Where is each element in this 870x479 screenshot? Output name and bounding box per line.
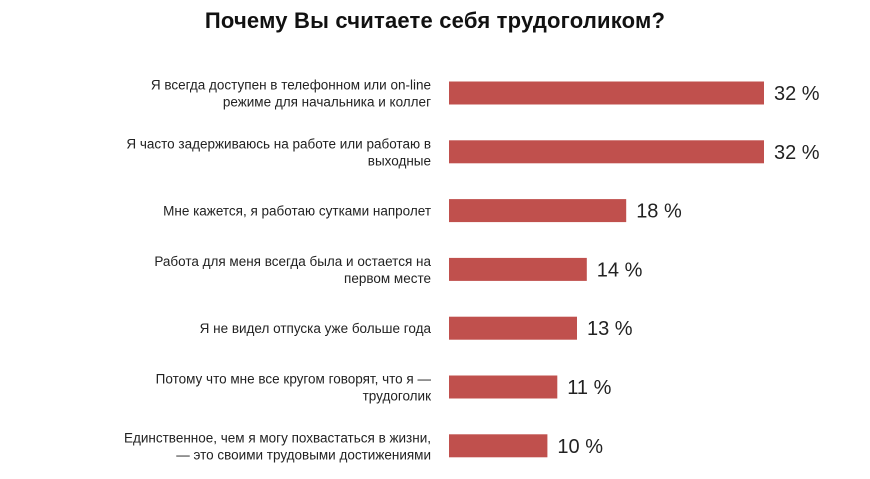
category-label-line: Я всегда доступен в телефонном или on-li…	[151, 78, 431, 93]
category-label-3: Мне кажется, я работаю сутками напролет	[163, 204, 431, 219]
category-label-line: режиме для начальника и коллег	[223, 95, 431, 110]
category-label-1: Я всегда доступен в телефонном или on-li…	[151, 78, 431, 110]
category-label-6: Потому что мне все кругом говорят, что я…	[156, 372, 432, 404]
bar-2	[449, 140, 764, 164]
bar-1	[449, 81, 764, 105]
category-label-line: Потому что мне все кругом говорят, что я…	[156, 372, 432, 387]
category-label-line: — это своими трудовыми достижениями	[176, 447, 431, 462]
category-label-line: трудоголик	[363, 389, 431, 404]
category-label-line: Мне кажется, я работаю сутками напролет	[163, 204, 431, 219]
category-label-line: первом месте	[344, 271, 431, 286]
category-label-line: Единственное, чем я могу похвастаться в …	[124, 430, 431, 445]
category-label-line: Я часто задерживаюсь на работе или работ…	[126, 136, 431, 151]
bar-3	[449, 199, 627, 223]
category-label-line: выходные	[368, 153, 431, 168]
category-label-5: Я не видел отпуска уже больше года	[200, 321, 432, 336]
value-label-6: 11 %	[567, 377, 611, 399]
value-label-5: 13 %	[587, 318, 633, 340]
bar-6	[449, 375, 558, 399]
category-label-2: Я часто задерживаюсь на работе или работ…	[126, 136, 431, 168]
category-label-7: Единственное, чем я могу похвастаться в …	[124, 430, 431, 462]
chart-title: Почему Вы считаете себя трудоголиком?	[204, 8, 666, 33]
value-label-1: 32 %	[774, 83, 820, 105]
value-label-4: 14 %	[597, 259, 643, 281]
category-label-line: Я не видел отпуска уже больше года	[200, 321, 432, 336]
bar-7	[449, 434, 548, 458]
category-label-line: Работа для меня всегда была и остается н…	[154, 254, 431, 269]
bar-5	[449, 316, 577, 340]
bar-4	[449, 257, 587, 281]
value-label-7: 10 %	[557, 436, 603, 458]
value-label-3: 18 %	[636, 201, 682, 223]
value-label-2: 32 %	[774, 142, 820, 164]
category-label-4: Работа для меня всегда была и остается н…	[154, 254, 431, 286]
